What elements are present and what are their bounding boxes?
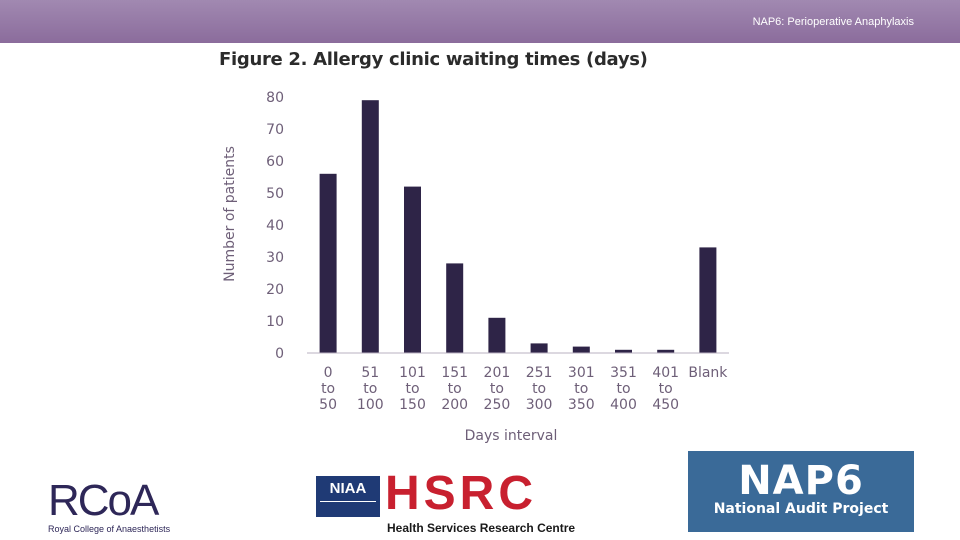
x-tick-label: to (659, 381, 673, 397)
bar (446, 263, 464, 353)
y-tick-label: 70 (266, 122, 284, 138)
nap6-logo: NAP6 National Audit Project (688, 451, 914, 532)
rcoa-logo-subtitle: Royal College of Anaesthetists (48, 524, 171, 534)
x-tick-label: to (363, 381, 377, 397)
x-tick-label: to (321, 381, 335, 397)
x-tick-label: 100 (357, 397, 384, 413)
y-tick-label: 10 (266, 314, 284, 330)
x-tick-label: to (616, 381, 630, 397)
x-tick-label: 301 (568, 365, 595, 381)
bar (572, 346, 590, 353)
x-tick-label: to (448, 381, 462, 397)
y-axis: 0 10 20 30 40 50 60 70 80 (266, 90, 284, 362)
y-tick-label: 20 (266, 282, 284, 298)
x-tick-label: 401 (652, 365, 679, 381)
niaa-logo-rule (320, 501, 376, 514)
x-tick-label: 150 (399, 397, 426, 413)
x-tick-label: 200 (441, 397, 468, 413)
x-tick-label: 251 (526, 365, 553, 381)
hsrc-logo-text: HSRC (385, 467, 538, 520)
bar (657, 349, 675, 353)
x-tick-label: 151 (441, 365, 468, 381)
x-tick-label: to (574, 381, 588, 397)
x-tick-label: 201 (484, 365, 511, 381)
y-tick-label: 50 (266, 186, 284, 202)
bar (361, 100, 379, 353)
bar (699, 247, 717, 353)
nap6-logo-text: NAP6 (738, 458, 864, 504)
x-tick-label: to (490, 381, 504, 397)
bars (319, 100, 717, 353)
x-tick-label: 400 (610, 397, 637, 413)
hsrc-logo-subtitle: Health Services Research Centre (387, 521, 576, 535)
y-tick-label: 30 (266, 250, 284, 266)
nap6-logo-subtitle: National Audit Project (713, 501, 889, 517)
y-tick-label: 0 (275, 346, 284, 362)
x-tick-label: to (532, 381, 546, 397)
rcoa-logo-text: RCoA (48, 476, 159, 525)
x-tick-label: 450 (652, 397, 679, 413)
bar (319, 173, 337, 353)
bar (615, 349, 632, 353)
x-tick-label: 350 (568, 397, 595, 413)
x-tick-label: 51 (361, 365, 379, 381)
y-tick-label: 40 (266, 218, 284, 234)
x-axis-label: Days interval (465, 428, 558, 444)
x-tick-label: 351 (610, 365, 637, 381)
x-tick-label: Blank (688, 365, 728, 381)
y-axis-label: Number of patients (222, 146, 238, 282)
rcoa-logo: RCoA Royal College of Anaesthetists (48, 476, 188, 538)
x-tick-label: 101 (399, 365, 426, 381)
bar (488, 317, 506, 353)
chart-title: Figure 2. Allergy clinic waiting times (… (219, 49, 648, 70)
x-tick-label: 0 (324, 365, 333, 381)
y-tick-label: 80 (266, 90, 284, 106)
niaa-logo: NIAA (316, 476, 380, 517)
x-tick-label: 250 (484, 397, 511, 413)
x-tick-label: to (405, 381, 419, 397)
header-title: NAP6: Perioperative Anaphylaxis (752, 16, 914, 28)
bar (404, 186, 421, 353)
x-tick-label: 300 (526, 397, 553, 413)
x-tick-label: 50 (319, 397, 337, 413)
x-axis: 0to5051to100101to150151to200201to250251t… (319, 365, 728, 413)
niaa-logo-text: NIAA (329, 480, 367, 497)
y-tick-label: 60 (266, 154, 284, 170)
bar (530, 343, 548, 353)
header-bar: NAP6: Perioperative Anaphylaxis (0, 0, 960, 43)
